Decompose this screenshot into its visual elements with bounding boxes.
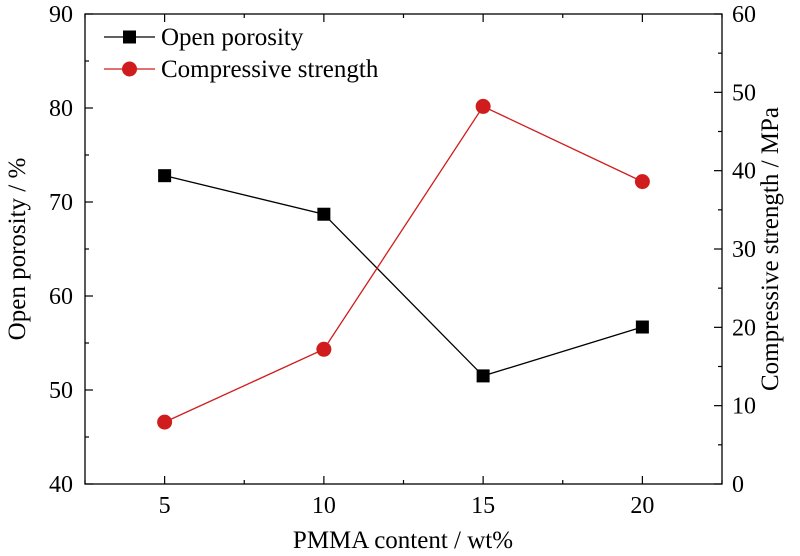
left-y-tick-label: 90 [49, 2, 73, 28]
left-y-axis-label: Open porosity / % [4, 158, 31, 341]
left-y-tick-label: 60 [49, 284, 73, 310]
right-y-tick-label: 60 [732, 2, 756, 28]
data-point-compressive-strength [157, 414, 173, 430]
right-y-axis-label: Compressive strength / MPa [757, 107, 784, 391]
x-tick-label: 20 [630, 493, 654, 519]
series-compressive-strength [157, 98, 650, 430]
legend-marker [123, 30, 136, 44]
data-point-open-porosity [158, 169, 172, 183]
x-axis-label: PMMA content / wt% [293, 527, 513, 554]
left-y-tick-label: 80 [49, 96, 73, 122]
right-y-tick-label: 50 [732, 80, 756, 106]
legend-marker [122, 61, 137, 77]
data-point-compressive-strength [475, 98, 491, 114]
right-y-tick-label: 30 [732, 237, 756, 263]
right-y-tick-label: 40 [732, 159, 756, 185]
left-y-tick-label: 50 [49, 378, 73, 404]
legend-entry-compressive-strength: Compressive strength [104, 56, 379, 83]
x-tick-label: 10 [312, 493, 336, 519]
plot-area [157, 98, 650, 430]
legend-label: Compressive strength [161, 56, 379, 83]
right-y-tick-label: 10 [732, 394, 756, 420]
data-point-compressive-strength [316, 341, 332, 357]
right-y-tick-label: 20 [732, 315, 756, 341]
legend-label: Open porosity [161, 24, 304, 51]
plot-frame [84, 13, 723, 485]
legend: Open porosity Compressive strength [104, 24, 379, 83]
axes: 5 10 15 20 40 50 60 70 80 90 0 10 20 30 40 50 60 [49, 2, 756, 519]
legend-entry-open-porosity: Open porosity [104, 24, 304, 51]
data-point-open-porosity [317, 207, 331, 221]
series-open-porosity [158, 169, 649, 383]
series-line-compressive-strength [164, 105, 643, 423]
data-point-open-porosity [635, 320, 649, 334]
series-line-open-porosity [164, 175, 643, 377]
left-y-tick-label: 40 [49, 472, 73, 498]
x-tick-label: 5 [159, 493, 171, 519]
left-y-tick-label: 70 [49, 190, 73, 216]
x-tick-label: 15 [471, 493, 495, 519]
data-point-compressive-strength [634, 174, 650, 190]
right-y-tick-label: 0 [732, 472, 744, 498]
data-point-open-porosity [476, 369, 490, 383]
